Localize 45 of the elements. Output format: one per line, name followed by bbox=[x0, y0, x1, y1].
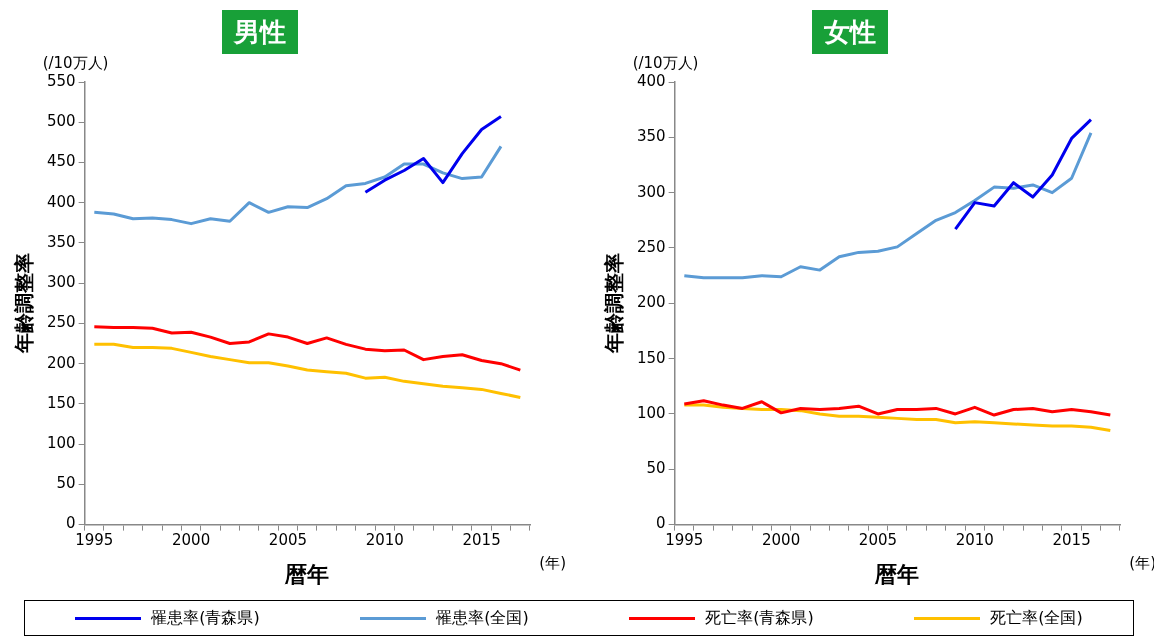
y-axis-title: 年齢調整率 bbox=[602, 253, 627, 355]
y-tick-label: 50 bbox=[646, 459, 666, 478]
x-tick-label: 2000 bbox=[172, 531, 211, 550]
y-tick-label: 100 bbox=[636, 403, 666, 422]
y-tick-label: 550 bbox=[46, 71, 76, 90]
text: (/10万人) bbox=[632, 54, 699, 73]
y-tick-label: 500 bbox=[46, 112, 76, 131]
y-tick-label: 250 bbox=[46, 313, 76, 332]
chart-title: 女性 bbox=[812, 10, 888, 54]
y-tick-label: 450 bbox=[46, 152, 76, 171]
y-tick-label: 400 bbox=[636, 71, 666, 90]
legend-label: 罹患率(青森県) bbox=[151, 607, 260, 629]
x-tick-label: 2005 bbox=[268, 531, 308, 550]
x-tick-label: 1995 bbox=[665, 531, 704, 550]
x-tick-label: 2000 bbox=[762, 531, 801, 550]
x-tick-label: 2005 bbox=[858, 531, 898, 550]
x-axis-title: 暦年 bbox=[284, 561, 330, 587]
y-tick-label: 400 bbox=[46, 192, 76, 211]
y-tick-label: 250 bbox=[636, 237, 666, 256]
x-axis-title: 暦年 bbox=[874, 561, 920, 587]
y-tick-label: 50 bbox=[56, 474, 76, 493]
y-tick-label: 350 bbox=[46, 232, 76, 251]
chart-title: 男性 bbox=[222, 10, 298, 54]
legend-label: 罹患率(全国) bbox=[436, 607, 529, 629]
y-tick-label: 350 bbox=[636, 127, 666, 146]
y-tick-label: 150 bbox=[46, 393, 76, 412]
x-tick-label: 2010 bbox=[365, 531, 404, 550]
x-tick-label: 2015 bbox=[1052, 531, 1091, 550]
y-tick-label: 200 bbox=[636, 293, 666, 312]
text: (/10万人) bbox=[42, 54, 109, 73]
y-axis-title: 年齢調整率 bbox=[12, 253, 37, 355]
legend-label: 死亡率(青森県) bbox=[705, 607, 814, 629]
y-tick-label: 300 bbox=[46, 273, 76, 292]
text: (年) bbox=[539, 553, 566, 572]
y-tick-label: 0 bbox=[66, 514, 76, 533]
x-tick-label: 2010 bbox=[955, 531, 994, 550]
y-tick-label: 100 bbox=[46, 434, 76, 453]
y-tick-label: 200 bbox=[46, 353, 76, 372]
x-tick-label: 2015 bbox=[462, 531, 501, 550]
x-tick-label: 1995 bbox=[75, 531, 114, 550]
legend-label: 死亡率(全国) bbox=[990, 607, 1083, 629]
y-tick-label: 150 bbox=[636, 348, 666, 367]
y-tick-label: 0 bbox=[656, 514, 666, 533]
text: (年) bbox=[1129, 553, 1154, 572]
y-tick-label: 300 bbox=[636, 182, 666, 201]
